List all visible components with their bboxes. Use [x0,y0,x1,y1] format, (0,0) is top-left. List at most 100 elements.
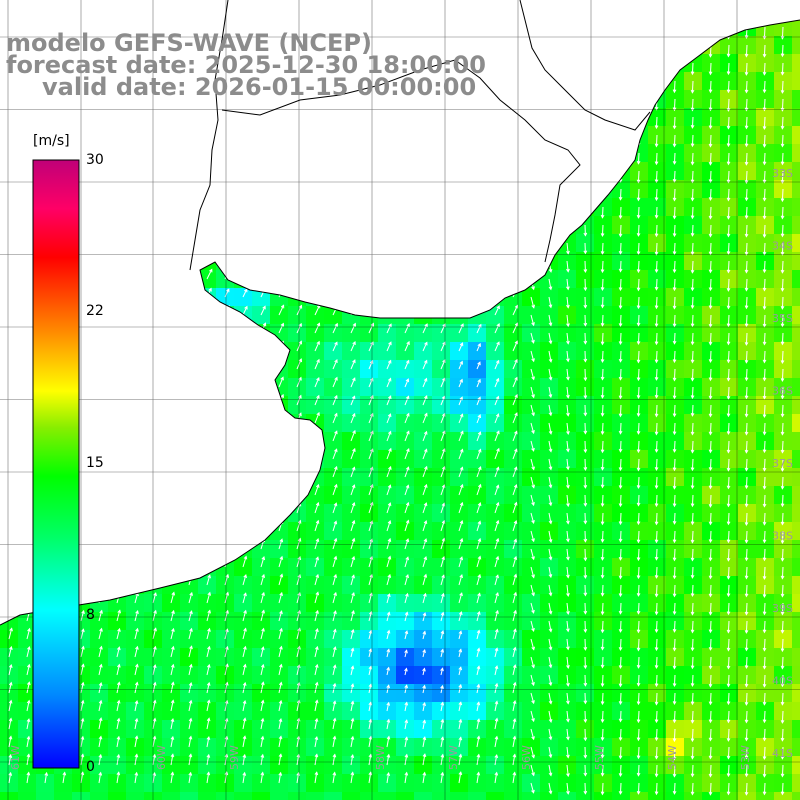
wind-cell [792,504,800,522]
wind-cell [342,792,360,800]
wind-cell [792,198,800,216]
latitude-label: 36S [772,385,793,398]
longitude-label: 59W [228,745,241,770]
wind-cell [792,450,800,468]
wind-cell [792,738,800,756]
wind-cell [792,486,800,504]
wind-cell [90,792,108,800]
wind-cell [324,792,342,800]
longitude-label: 58W [374,745,387,770]
wind-cell [792,702,800,720]
wind-cell [792,54,800,72]
longitude-label: 57W [447,745,460,770]
wind-cell [792,594,800,612]
wind-cell [18,792,36,800]
colorbar-tick-8: 8 [86,607,95,623]
wind-cell [792,288,800,306]
wind-cell [792,522,800,540]
wind-cell [792,630,800,648]
wind-cell [252,792,270,800]
wind-cell [396,792,414,800]
wind-cell [126,792,144,800]
latitude-label: 34S [772,240,793,253]
wind-cell [198,792,216,800]
wind-cell [792,306,800,324]
wind-cell [792,666,800,684]
wind-cell [360,792,378,800]
wind-cell [792,360,800,378]
wind-cell [792,108,800,126]
colorbar-tick-22: 22 [86,303,104,319]
wind-cell [792,342,800,360]
wind-cell [792,648,800,666]
wind-cell [792,612,800,630]
latitude-label: 39S [772,602,793,615]
wind-cell [792,414,800,432]
wind-cell [792,576,800,594]
longitude-label: 56W [520,745,533,770]
wind-cell [792,234,800,252]
wind-cell [792,126,800,144]
wind-cell [792,720,800,738]
wind-cell [108,792,126,800]
wind-cell [792,216,800,234]
wind-cell [486,792,504,800]
wind-cell [180,792,198,800]
wind-cell [558,792,576,800]
wind-cell [432,792,450,800]
latitude-label: 41S [772,747,793,760]
wind-cell [792,756,800,774]
longitude-label: 53W [739,745,752,770]
wind-cell [216,792,234,800]
wind-cell [792,378,800,396]
longitude-label: 55W [593,745,606,770]
longitude-label: 61W [9,745,22,770]
wind-cell [306,792,324,800]
wind-cell [792,540,800,558]
wind-cell [540,792,558,800]
latitude-label: 37S [772,457,793,470]
wind-cell [414,792,432,800]
wind-cell [792,270,800,288]
wind-cell [54,792,72,800]
wind-cell [270,792,288,800]
latitude-label: 35S [772,312,793,325]
wind-cell [792,684,800,702]
longitude-label: 60W [155,745,168,770]
wind-cell [792,72,800,90]
wind-cell [792,774,800,792]
latitude-label: 40S [772,675,793,688]
wind-cell [792,90,800,108]
wind-cell [792,792,800,800]
colorbar-tick-15: 15 [86,455,104,471]
wind-cell [792,180,800,198]
wind-cell [450,792,468,800]
colorbar [32,159,80,769]
longitude-label: 54W [666,745,679,770]
colorbar-tick-0: 0 [86,759,95,775]
wind-cell [234,792,252,800]
wind-cell [0,792,18,800]
wind-cell [504,792,522,800]
wind-cell [378,792,396,800]
colorbar-tick-30: 30 [86,152,104,168]
wind-cell [162,792,180,800]
latitude-label: 33S [772,167,793,180]
wind-cell [522,792,540,800]
colorbar-unit: [m/s] [33,133,70,149]
wind-cell [792,252,800,270]
wind-cell [792,162,800,180]
wind-cell [792,432,800,450]
wind-cell [792,468,800,486]
wind-cell [792,20,800,36]
wind-cell [288,792,306,800]
wind-cell [792,558,800,576]
wind-cell [792,36,800,54]
wind-cell [792,144,800,162]
wind-cell [468,792,486,800]
valid-date: valid date: 2026-01-15 00:00:00 [42,73,477,101]
wind-cell [792,396,800,414]
wind-cell [36,792,54,800]
